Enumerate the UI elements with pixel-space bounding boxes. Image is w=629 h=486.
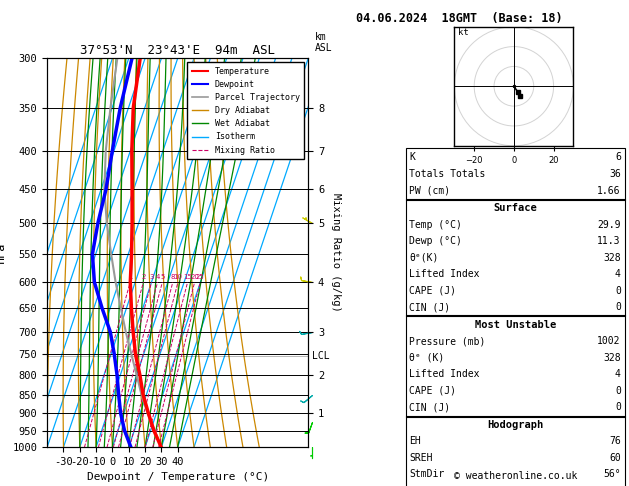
Text: 4: 4 — [615, 369, 621, 379]
Text: Lifted Index: Lifted Index — [409, 269, 480, 279]
Text: 6: 6 — [615, 153, 621, 162]
Text: 0: 0 — [615, 302, 621, 312]
Text: 76: 76 — [609, 436, 621, 446]
Text: km
ASL: km ASL — [314, 32, 332, 53]
Text: 4: 4 — [615, 269, 621, 279]
Text: 25: 25 — [196, 274, 204, 280]
Title: 37°53'N  23°43'E  94m  ASL: 37°53'N 23°43'E 94m ASL — [80, 44, 276, 57]
Text: kt: kt — [459, 28, 469, 36]
Text: Lifted Index: Lifted Index — [409, 369, 480, 379]
Text: 8: 8 — [170, 274, 175, 280]
Text: θᵉ (K): θᵉ (K) — [409, 353, 445, 363]
Text: 10: 10 — [174, 274, 182, 280]
Text: 2: 2 — [142, 274, 145, 280]
Text: 36: 36 — [609, 169, 621, 179]
Text: 1.66: 1.66 — [598, 186, 621, 195]
Text: CIN (J): CIN (J) — [409, 402, 450, 412]
Text: CAPE (J): CAPE (J) — [409, 286, 457, 295]
Text: 3: 3 — [149, 274, 154, 280]
Text: θᵉ(K): θᵉ(K) — [409, 253, 439, 262]
Text: 328: 328 — [603, 253, 621, 262]
Text: 4: 4 — [155, 274, 160, 280]
Text: K: K — [409, 153, 415, 162]
Text: 0: 0 — [615, 286, 621, 295]
Text: EH: EH — [409, 436, 421, 446]
Text: Totals Totals: Totals Totals — [409, 169, 486, 179]
Text: 20: 20 — [190, 274, 199, 280]
X-axis label: Dewpoint / Temperature (°C): Dewpoint / Temperature (°C) — [87, 472, 269, 483]
Text: 60: 60 — [609, 453, 621, 463]
Text: 56°: 56° — [603, 469, 621, 479]
Text: 1: 1 — [128, 274, 133, 280]
Text: LCL: LCL — [313, 351, 330, 362]
Text: SREH: SREH — [409, 453, 433, 463]
Text: 04.06.2024  18GMT  (Base: 18): 04.06.2024 18GMT (Base: 18) — [356, 12, 562, 25]
Text: Most Unstable: Most Unstable — [474, 320, 556, 330]
Y-axis label: Mixing Ratio (g/kg): Mixing Ratio (g/kg) — [331, 193, 341, 312]
Text: Surface: Surface — [493, 203, 537, 213]
Text: 11.3: 11.3 — [598, 236, 621, 246]
Legend: Temperature, Dewpoint, Parcel Trajectory, Dry Adiabat, Wet Adiabat, Isotherm, Mi: Temperature, Dewpoint, Parcel Trajectory… — [187, 63, 304, 159]
Text: 328: 328 — [603, 353, 621, 363]
Text: CIN (J): CIN (J) — [409, 302, 450, 312]
Text: PW (cm): PW (cm) — [409, 186, 450, 195]
Text: 0: 0 — [615, 386, 621, 396]
Text: 5: 5 — [160, 274, 165, 280]
Text: 29.9: 29.9 — [598, 220, 621, 229]
Text: © weatheronline.co.uk: © weatheronline.co.uk — [454, 471, 577, 481]
Text: 1002: 1002 — [598, 336, 621, 346]
Text: StmDir: StmDir — [409, 469, 445, 479]
Text: Temp (°C): Temp (°C) — [409, 220, 462, 229]
Text: CAPE (J): CAPE (J) — [409, 386, 457, 396]
Text: Dewp (°C): Dewp (°C) — [409, 236, 462, 246]
Text: 15: 15 — [183, 274, 192, 280]
Text: 0: 0 — [615, 402, 621, 412]
Text: Hodograph: Hodograph — [487, 420, 543, 430]
Text: Pressure (mb): Pressure (mb) — [409, 336, 486, 346]
Y-axis label: hPa: hPa — [0, 242, 7, 263]
